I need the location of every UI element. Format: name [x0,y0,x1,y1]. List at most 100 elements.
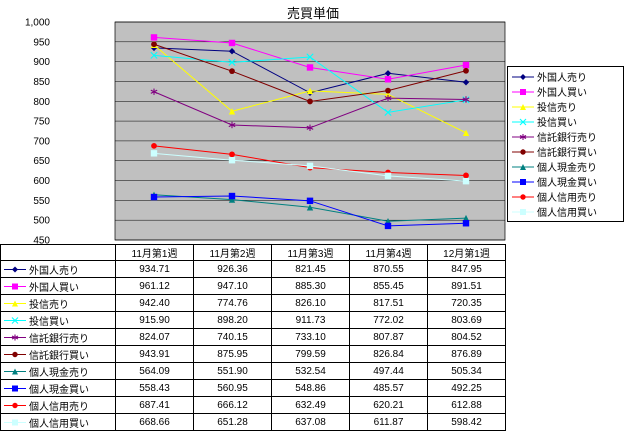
series-key-icon [4,419,26,425]
square-marker-icon [384,76,392,83]
triangle-marker-icon [520,163,526,170]
table-row: 信託銀行買い 943.91 875.95 799.59 826.84 876.89 [0,345,506,363]
circle-marker-icon [151,41,157,48]
value-cell: 807.87 [349,328,428,346]
table-row: 信託銀行売り 824.07 740.15 733.10 807.87 804.52 [0,328,506,346]
value-cell: 733.10 [271,328,350,346]
legend-label: 信託銀行買い [537,148,597,159]
series-key-icon [4,316,26,324]
legend-label: 信託銀行売り [537,133,597,144]
square-marker-icon [520,178,526,185]
square-marker-icon [384,222,392,230]
value-cell: 505.34 [427,362,506,380]
legend-label: 投信売り [537,103,577,114]
value-cell: 870.55 [349,260,428,278]
triangle-marker-icon [462,214,470,222]
value-cell: 799.59 [271,345,350,363]
circle-marker-icon [463,172,469,179]
diamond-marker-icon [520,73,526,80]
value-cell: 875.95 [193,345,272,363]
y-tick-label: 800 [33,97,50,108]
table-header-cell: 11月第2週 [193,244,272,261]
asterisk-marker-icon [11,335,19,339]
legend-label: 外国人買い [537,88,587,99]
square-marker-icon [462,177,470,185]
legend-key-icon [512,118,534,125]
y-tick-label: 750 [33,117,50,128]
value-cell: 612.88 [427,396,506,414]
value-cell: 740.15 [193,328,272,346]
square-marker-icon [228,192,236,200]
value-cell: 821.45 [271,260,350,278]
triangle-marker-icon [228,196,236,203]
square-marker-icon [228,157,236,164]
triangle-marker-icon [306,204,314,211]
value-cell: 666.12 [193,396,272,414]
value-cell: 548.86 [271,379,350,397]
triangle-marker-icon [384,91,392,98]
series-name-cell: 外国人買い [0,277,116,295]
legend-key-icon [512,133,534,140]
diamond-marker-icon [384,70,392,77]
value-cell: 492.25 [427,379,506,397]
series-key-icon [4,334,26,340]
value-cell: 876.89 [427,345,506,363]
series-key-icon [4,351,26,357]
y-tick-label: 950 [33,37,50,48]
x-marker-icon [306,53,314,61]
square-marker-icon [384,172,392,180]
value-cell: 943.91 [115,345,194,363]
legend-item: 個人現金売り [509,159,622,174]
series-name-label: 投信買い [29,316,69,328]
legend-key-icon [512,193,534,200]
circle-marker-icon [229,151,235,158]
value-cell: 891.51 [427,277,506,295]
square-marker-icon [462,220,470,227]
square-marker-icon [12,283,18,289]
table-header-cell: 11月第4週 [349,244,428,261]
circle-marker-icon [151,143,157,149]
triangle-marker-icon [462,129,470,137]
value-cell: 720.35 [427,294,506,312]
triangle-marker-icon [228,108,236,115]
series-name-label: 外国人買い [29,282,79,294]
x-marker-icon [228,58,236,66]
table-row: 個人信用売り 687.41 666.12 632.49 620.21 612.88 [0,396,506,414]
square-marker-icon [306,162,314,170]
diamond-marker-icon [462,79,470,86]
value-cell: 803.69 [427,311,506,329]
plot-svg: 1,000 950 900 850 800 750 700 650 600 550 500 450 [25,18,506,244]
series-name-label: 信託銀行売り [29,333,89,345]
triangle-marker-icon [12,368,18,374]
series-name-cell: 投信売り [0,294,116,312]
value-cell: 497.44 [349,362,428,380]
value-cell: 826.84 [349,345,428,363]
legend-label: 個人現金買い [537,178,597,189]
x-marker-icon [11,316,19,324]
asterisk-marker-icon [306,125,314,130]
value-cell: 611.87 [349,413,428,431]
value-cell: 564.09 [115,362,194,380]
legend-item: 個人信用売り [509,189,622,204]
legend-item: 外国人売り [509,69,622,84]
circle-marker-icon [307,98,313,105]
circle-marker-icon [229,68,235,75]
legend-key-icon [512,208,534,215]
series-name-cell: 外国人売り [0,260,116,278]
table-corner-cell [0,244,116,261]
y-tick-label: 650 [33,156,50,167]
y-tick-label: 1,000 [25,18,50,29]
legend-key-icon [512,178,534,185]
diamond-marker-icon [228,47,236,55]
series-key-icon [4,266,26,272]
series-key-icon [4,385,26,391]
legend-label: 外国人売り [537,73,587,84]
circle-marker-icon [385,87,391,94]
legend-label: 個人現金売り [537,163,597,174]
table-header-row: 11月第1週 11月第2週 11月第3週 11月第4週 12月第1週 [0,244,506,261]
table-header-cell: 11月第3週 [271,244,350,261]
series-name-cell: 投信買い [0,311,116,329]
circle-marker-icon [12,402,18,408]
data-table: 11月第1週 11月第2週 11月第3週 11月第4週 12月第1週 外国人売り 934.7… [0,244,506,431]
value-cell: 911.73 [271,311,350,329]
